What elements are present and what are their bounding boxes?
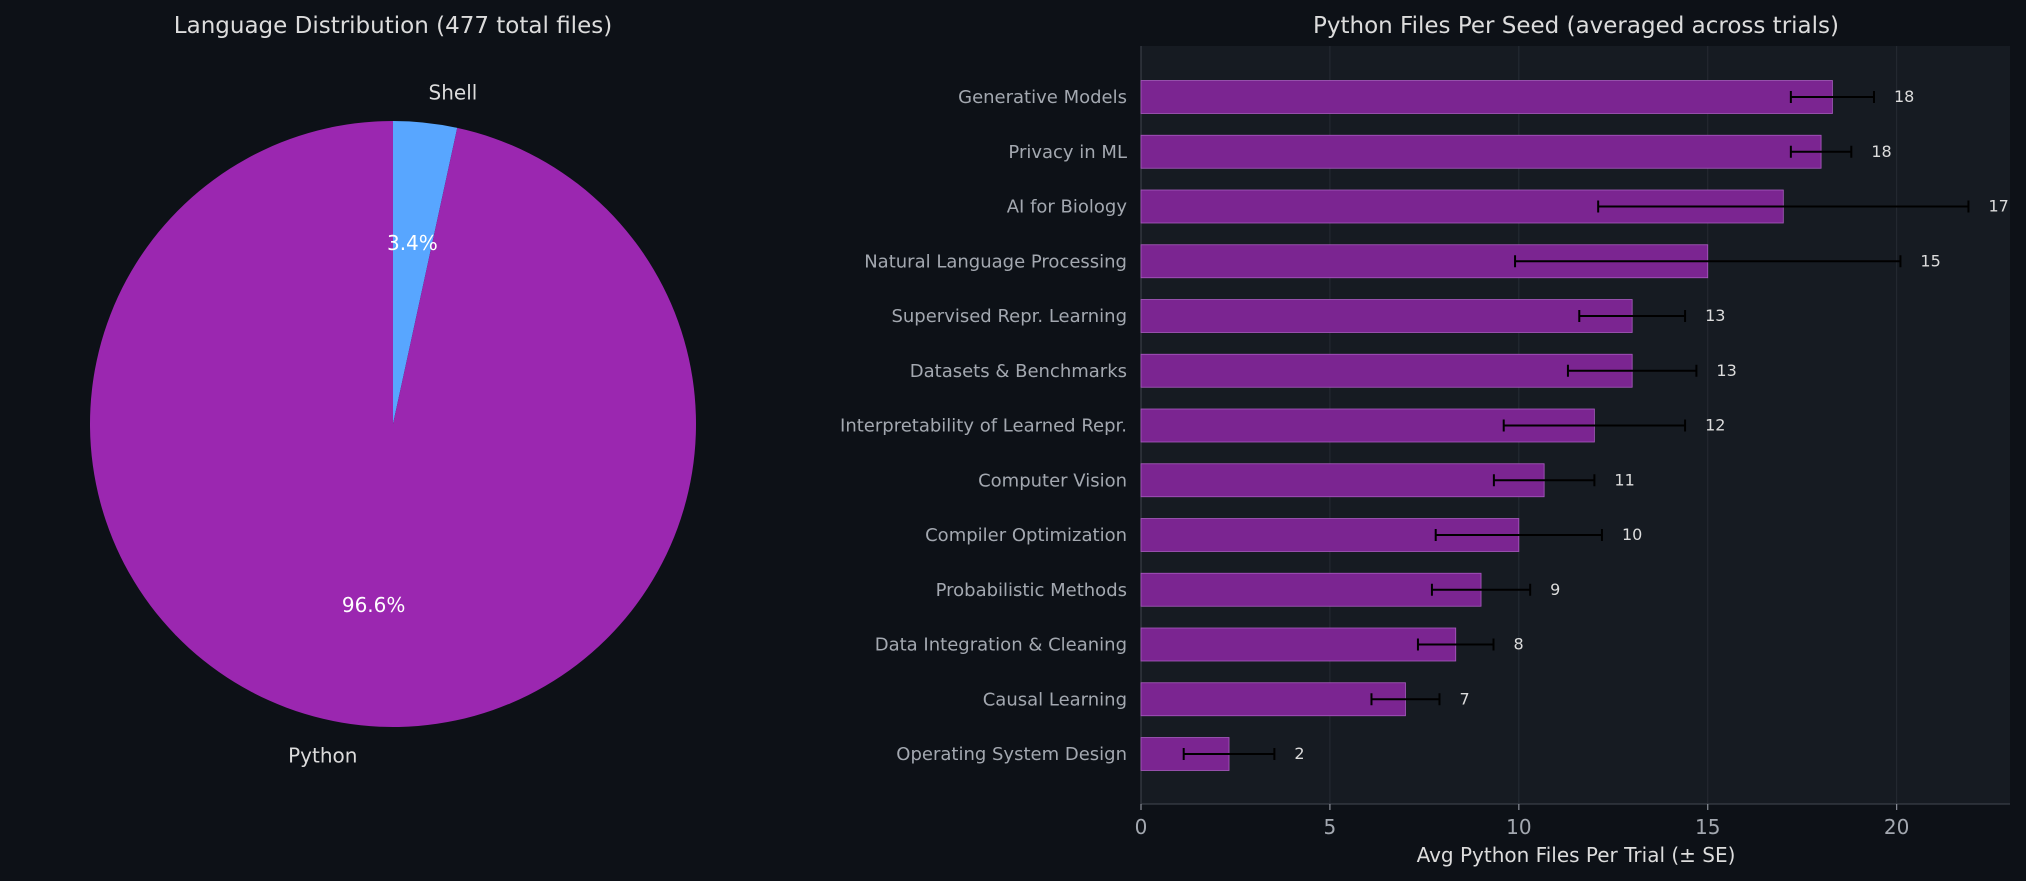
bar [1140,682,1406,717]
bar-chart: Python Files Per Seed (averaged across t… [840,13,2010,867]
pie-label: Shell [429,81,478,105]
value-label: 17 [1988,197,2008,216]
x-tick-label: 15 [1695,815,1720,839]
bar [1140,134,1822,169]
value-label: 11 [1614,470,1634,489]
category-label: Supervised Repr. Learning [891,306,1127,327]
pie-title: Language Distribution (477 total files) [174,13,612,39]
x-tick-label: 5 [1324,815,1337,839]
pie-slice-python [89,121,697,727]
category-label: Privacy in ML [1008,142,1127,163]
bar [1140,627,1457,662]
value-label: 12 [1705,416,1725,435]
pie-percent-label: 96.6% [342,593,406,617]
category-label: Compiler Optimization [925,525,1127,546]
x-tick-label: 20 [1884,815,1909,839]
value-label: 9 [1550,580,1560,599]
value-label: 7 [1459,689,1469,708]
pie-chart: Language Distribution (477 total files) … [89,13,697,768]
value-label: 18 [1894,87,1914,106]
bar-title: Python Files Per Seed (averaged across t… [1313,13,1839,39]
value-label: 18 [1871,142,1891,161]
category-label: Causal Learning [983,689,1127,710]
bar [1140,463,1545,498]
category-label: Probabilistic Methods [936,580,1127,601]
category-label: Computer Vision [978,470,1127,491]
value-label: 2 [1294,744,1304,763]
bar [1140,353,1633,388]
x-axis-label: Avg Python Files Per Trial (± SE) [1417,843,1736,867]
category-label: Generative Models [958,87,1127,108]
category-label: Interpretability of Learned Repr. [840,416,1127,437]
bar [1140,299,1633,333]
bar [1140,572,1482,607]
error-bars [1182,91,1970,760]
bar [1140,80,1833,114]
x-tick-label: 0 [1135,815,1148,839]
pie-labels: Shell 3.4% Python 96.6% [288,81,477,768]
pie-slices [89,121,697,727]
pie-percent-label: 3.4% [387,231,438,255]
value-label: 15 [1920,251,1940,270]
category-label: Natural Language Processing [864,251,1127,272]
pie-slice-shell [393,121,458,424]
value-labels: 18 18 17 15 13 13 12 11 10 9 8 7 2 [1294,87,2008,763]
x-tick-label: 10 [1506,815,1531,839]
category-labels: Generative Models Privacy in ML AI for Bio… [840,87,1127,765]
value-label: 13 [1716,361,1736,380]
category-label: Data Integration & Cleaning [875,635,1127,656]
value-label: 13 [1705,306,1725,325]
x-ticks: 0 5 10 15 20 [1135,804,1909,839]
category-label: Datasets & Benchmarks [910,361,1127,382]
category-label: AI for Biology [1007,197,1128,218]
pie-label: Python [288,743,357,767]
category-label: Operating System Design [896,744,1127,765]
value-label: 10 [1622,525,1642,544]
value-label: 8 [1514,635,1524,654]
